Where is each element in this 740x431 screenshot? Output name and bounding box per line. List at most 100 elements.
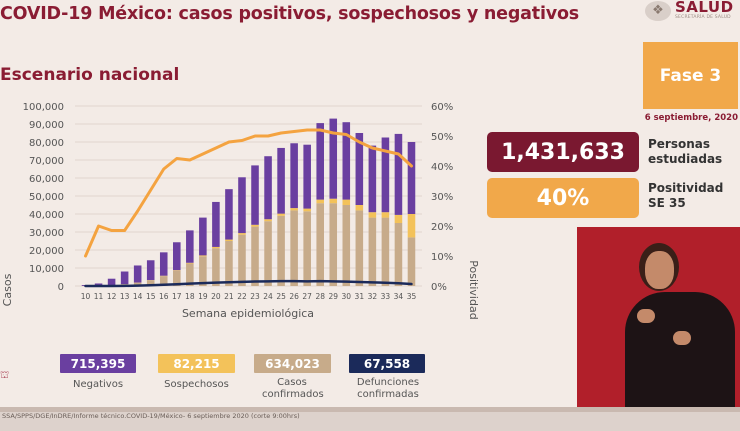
bar-sospechosos: [212, 246, 220, 249]
positivity-value: 40%: [487, 178, 639, 218]
x-tick-label: 35: [407, 292, 417, 301]
bar-negativos: [316, 123, 324, 200]
total-negatives: 715,395: [60, 354, 136, 373]
bar-negativos: [212, 201, 220, 247]
x-tick-label: 10: [81, 292, 91, 301]
y2-tick-label: 20%: [431, 222, 453, 233]
y2-tick-label: 10%: [431, 252, 453, 263]
x-axis-label: Semana epidemiológica: [182, 307, 314, 320]
bar-casos-confirmados: [290, 210, 298, 286]
x-tick-label: 27: [302, 292, 312, 301]
chart-lines: [84, 128, 413, 288]
chart-bars: [81, 118, 416, 286]
bar-sospechosos: [407, 214, 416, 238]
bar-casos-confirmados: [303, 211, 311, 286]
y-tick-label: 30,000: [29, 228, 64, 239]
bar-casos-confirmados: [368, 217, 377, 286]
bar-sospechosos: [316, 199, 324, 204]
salud-logo: ❖ SALUD SECRETARÍA DE SALUD: [645, 0, 740, 22]
footer-source: SSA/SPPS/DGE/InDRE/Informe técnico.COVID…: [2, 412, 300, 420]
y-tick-label: 80,000: [29, 138, 64, 149]
bar-sospechosos: [225, 239, 233, 241]
bar-sospechosos: [186, 262, 194, 264]
line-defunciones-confirmadas: [84, 279, 413, 288]
x-tick-label: 26: [289, 292, 299, 301]
bar-negativos: [120, 271, 129, 285]
chart-gridlines: [75, 105, 422, 287]
x-tick-label: 23: [250, 292, 260, 301]
bar-negativos: [342, 122, 351, 200]
y-axis-label: Casos: [1, 273, 14, 306]
y-tick-label: 0: [58, 282, 64, 293]
x-tick-label: 21: [224, 292, 234, 301]
bar-sospechosos: [290, 208, 298, 211]
bar-sospechosos: [394, 214, 403, 223]
phase-date: 6 septiembre, 2020: [644, 113, 738, 123]
bar-sospechosos: [303, 208, 311, 212]
bar-casos-confirmados: [329, 203, 338, 286]
cases-chart: 0 10,000 20,000 30,000 40,000 50,000 60,000 70,…: [1, 102, 480, 320]
bar-negativos: [303, 144, 311, 209]
sign-language-interpreter-video: [577, 227, 740, 409]
bar-negativos: [159, 252, 168, 276]
persons-studied-label-line2: estudiadas: [648, 152, 723, 166]
bar-casos-confirmados: [159, 276, 168, 286]
bar-casos-confirmados: [199, 256, 207, 286]
bar-negativos: [355, 133, 364, 205]
chart-axes: 0 10,000 20,000 30,000 40,000 50,000 60,000 70,…: [23, 102, 454, 301]
bar-negativos: [133, 265, 142, 283]
y-tick-label: 90,000: [29, 120, 64, 131]
bar-negativos: [173, 242, 181, 271]
bar-casos-confirmados: [381, 217, 390, 286]
y2-tick-label: 30%: [431, 192, 453, 203]
section-subtitle: Escenario nacional: [0, 65, 180, 85]
bar-negativos: [94, 283, 103, 286]
logo-tagline: SECRETARÍA DE SALUD: [675, 15, 731, 20]
bar-negativos: [238, 177, 246, 234]
total-suspects: 82,215: [158, 354, 235, 373]
x-tick-label: 19: [198, 292, 208, 301]
bar-negativos: [329, 118, 338, 199]
total-suspects-label: Sospechosos: [164, 379, 229, 390]
phase-badge: Fase 3: [643, 42, 738, 109]
bar-negativos: [407, 142, 416, 214]
bar-negativos: [394, 133, 403, 215]
x-tick-label: 24: [263, 292, 273, 301]
bar-casos-confirmados: [407, 237, 416, 286]
x-tick-label: 22: [237, 292, 247, 301]
interpreter-face: [645, 251, 674, 289]
bar-casos-confirmados: [355, 210, 364, 286]
slide-title: COVID-19 México: casos positivos, sospec…: [0, 4, 579, 24]
bar-sospechosos: [368, 212, 377, 218]
bar-casos-confirmados: [146, 280, 155, 286]
y-tick-label: 20,000: [29, 246, 64, 257]
total-deaths: 67,558: [349, 354, 425, 373]
y2-axis-label: Positividad: [467, 260, 480, 319]
bar-casos-confirmados: [212, 248, 220, 286]
total-deaths-label: Defunciones confirmadas: [356, 377, 420, 400]
decorative-ornament-icon: ⛫: [0, 370, 10, 381]
bar-sospechosos: [251, 224, 259, 227]
bar-negativos: [107, 278, 116, 286]
bar-sospechosos: [329, 198, 338, 204]
x-tick-label: 34: [394, 292, 404, 301]
persons-studied-label-line1: Personas: [648, 137, 711, 151]
bar-casos-confirmados: [225, 241, 233, 286]
x-tick-label: 25: [276, 292, 286, 301]
bar-sospechosos: [173, 270, 181, 271]
eagle-emblem-icon: ❖: [645, 1, 671, 21]
x-tick-label: 11: [94, 292, 104, 301]
bar-negativos: [381, 137, 390, 213]
total-confirmed-label: Casos confirmados: [262, 377, 324, 400]
interpreter-hand-left: [637, 309, 655, 323]
y-tick-label: 40,000: [29, 210, 64, 221]
bar-negativos: [186, 230, 194, 263]
bar-casos-confirmados: [277, 215, 285, 286]
y-tick-label: 50,000: [29, 192, 64, 203]
y2-tick-label: 40%: [431, 162, 453, 173]
logo-wordmark: SALUD: [675, 0, 734, 16]
total-negatives-label: Negativos: [72, 379, 124, 390]
interpreter-hand-right: [673, 331, 691, 345]
y-tick-label: 70,000: [29, 156, 64, 167]
